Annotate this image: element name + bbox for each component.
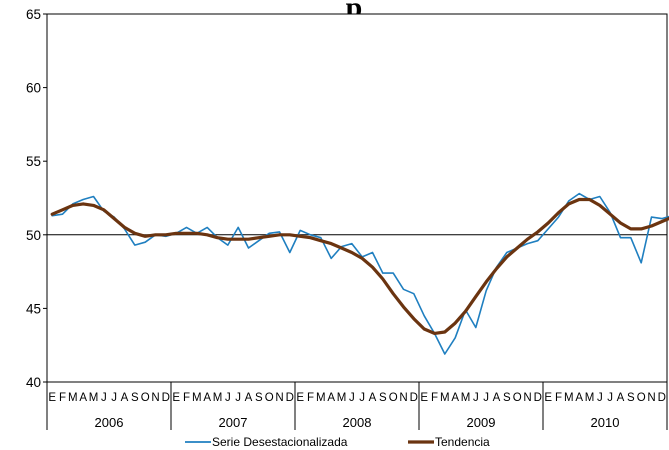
x-tick-label-month: J [597,392,603,404]
y-tick-label: 40 [26,375,41,390]
x-tick-label-month: M [440,392,450,404]
x-tick-label-month: A [327,392,335,404]
y-tick-label: 45 [26,301,41,316]
legend-label: Tendencia [435,435,490,449]
x-tick-label-month: A [617,392,625,404]
x-tick-label-month: O [637,392,646,404]
y-tick-label: 65 [26,7,41,22]
x-tick-label-month: S [255,392,263,404]
x-tick-label-month: O [141,392,150,404]
y-axis: 40 45 50 55 60 65 [26,7,47,390]
y-tick-label: 50 [26,228,41,243]
x-tick-label-month: N [399,392,407,404]
x-tick-label-month: N [647,392,655,404]
x-tick-label-month: J [101,392,107,404]
x-tick-label-month: S [131,392,139,404]
x-tick-label-month: N [151,392,159,404]
x-tick-label-month: D [534,392,542,404]
x-tick-label-month: S [503,392,511,404]
x-tick-label-month: D [658,392,666,404]
x-tick-label-month: J [359,392,365,404]
x-tick-label-month: A [575,392,583,404]
x-tick-label-month: F [555,392,562,404]
x-tick-label-year: 2008 [343,415,372,430]
x-tick-label-month: M [316,392,326,404]
x-tick-label-month: F [183,392,190,404]
x-tick-label-month: M [89,392,99,404]
x-tick-label-month: O [513,392,522,404]
x-tick-label-month: E [544,392,552,404]
x-tick-label-month: M [337,392,347,404]
x-tick-label-month: D [286,392,294,404]
x-tick-label-month: M [192,392,202,404]
x-tick-label-month: A [121,392,129,404]
x-tick-label-month: A [369,392,377,404]
y-tick-label: 60 [26,81,41,96]
x-tick-label-year: 2006 [95,415,124,430]
x-tick-label-year: 2010 [591,415,620,430]
legend: Serie Desestacionalizada Tendencia [185,435,490,449]
y-tick-label: 55 [26,154,41,169]
x-tick-label-month: J [235,392,241,404]
x-tick-label-month: A [245,392,253,404]
x-tick-label-month: A [451,392,459,404]
x-tick-label-month: F [431,392,438,404]
x-tick-label-month: O [265,392,274,404]
x-tick-label-month: N [523,392,531,404]
x-tick-label-month: A [79,392,87,404]
x-tick-label-month: N [275,392,283,404]
series-layer [50,192,669,355]
x-tick-label-month: E [172,392,180,404]
x-tick-label-month: M [68,392,78,404]
x-tick-label-month: J [111,392,117,404]
x-tick-label-month: E [420,392,428,404]
x-tick-label-month: A [203,392,211,404]
plot-area [46,13,668,383]
series-line-tendencia [50,197,669,335]
x-tick-label-month: F [59,392,66,404]
x-tick-label-month: D [162,392,170,404]
x-tick-label-month: M [213,392,223,404]
legend-label: Serie Desestacionalizada [212,435,348,449]
x-tick-label-month: M [564,392,574,404]
x-tick-label-month: S [627,392,635,404]
x-tick-label-month: O [389,392,398,404]
x-tick-label-month: M [461,392,471,404]
x-tick-label-year: 2009 [467,415,496,430]
x-tick-label-month: E [48,392,56,404]
x-tick-label-year: 2007 [219,415,248,430]
x-tick-label-month: J [225,392,231,404]
x-tick-label-month: J [349,392,355,404]
x-tick-label-month: F [307,392,314,404]
x-tick-label-month: D [410,392,418,404]
x-tick-label-month: A [493,392,501,404]
x-tick-label-month: J [483,392,489,404]
x-tick-label-month: J [607,392,613,404]
x-tick-label-month: M [585,392,595,404]
x-tick-label-month: J [473,392,479,404]
x-tick-label-month: S [379,392,387,404]
x-tick-label-month: E [296,392,304,404]
